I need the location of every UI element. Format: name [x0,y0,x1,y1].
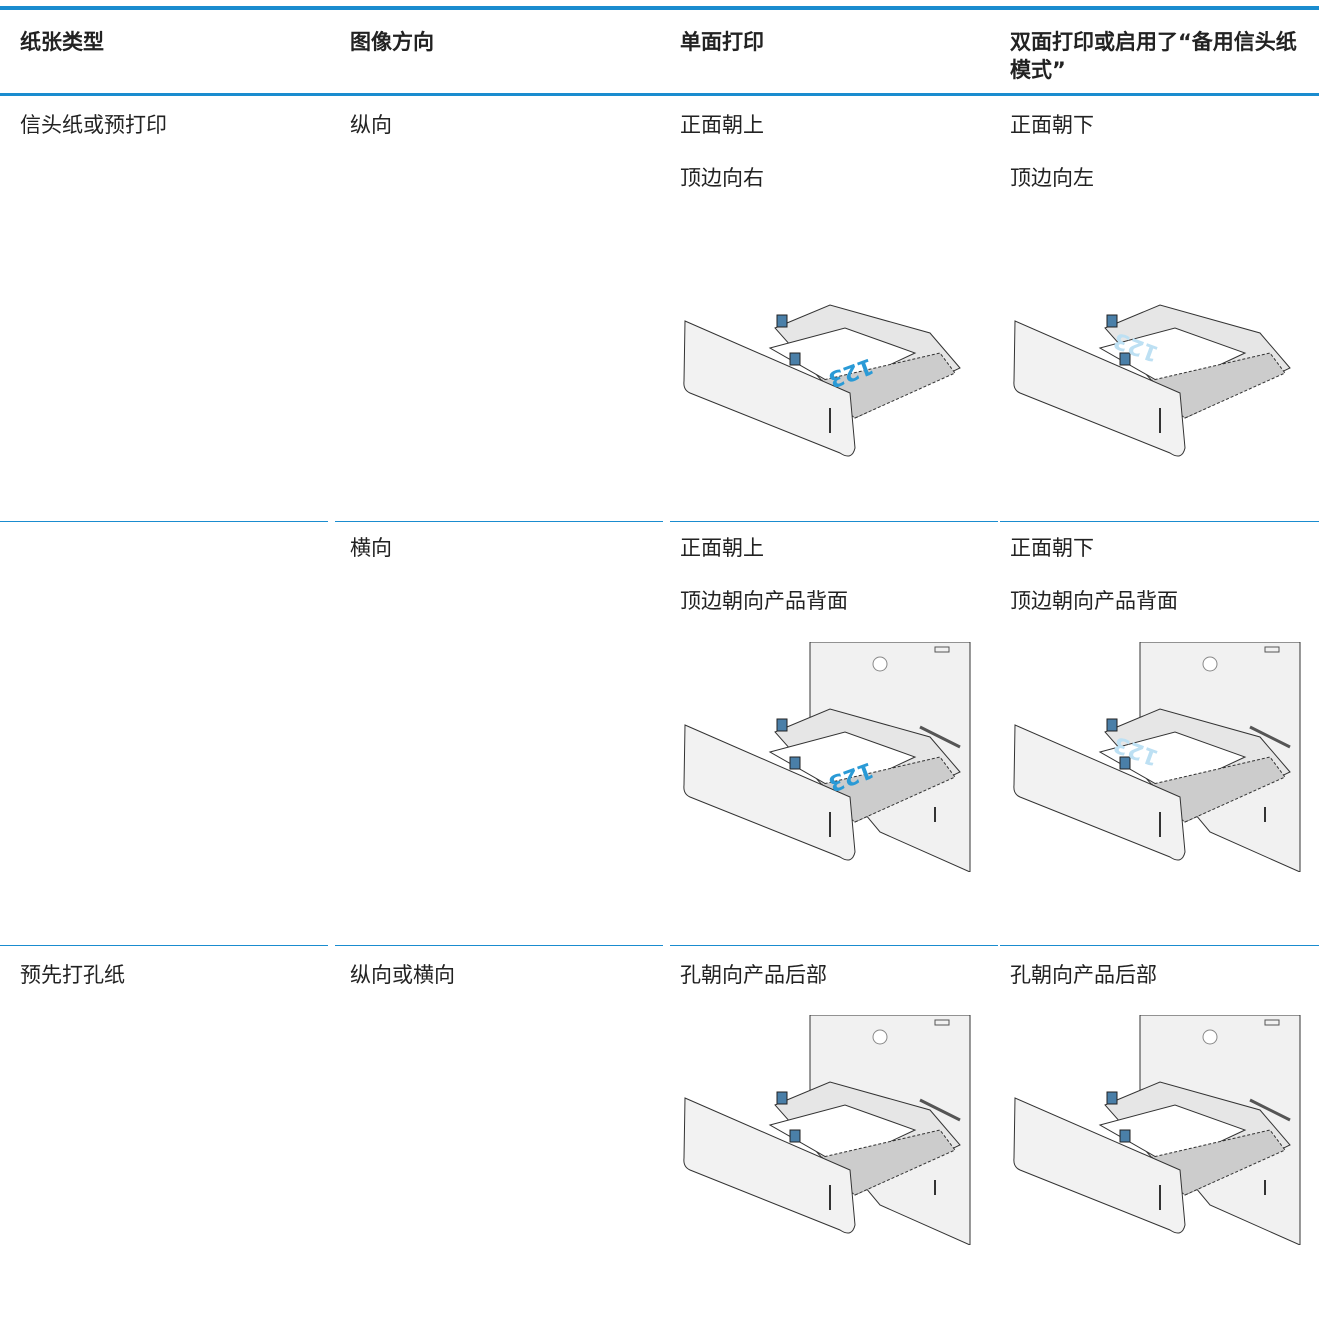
cell: 横向 [350,535,650,588]
cell-text: 预先打孔纸 [20,963,125,987]
top-rule [0,6,1319,10]
cell: 正面朝下顶边朝向产品背面 [1010,535,1310,641]
cell: 预先打孔纸 [20,962,320,1015]
cell: 孔朝向产品后部 [680,962,980,1015]
cell-text: 纵向 [350,113,392,137]
row-rule [670,945,998,946]
tray-illustration: 123 [1013,304,1291,457]
row-rule [1000,945,1319,946]
cell: 孔朝向产品后部 [1010,962,1310,1015]
cell-text: 纵向或横向 [350,963,455,987]
cell: 正面朝上 顶边向右 [680,112,980,218]
tray-illustration: 123 [683,642,971,872]
tray-illustration: 123 [683,304,961,457]
header-rule [0,93,1319,96]
cell-text: 信头纸或预打印 [20,113,167,137]
row-rule [670,521,998,522]
tray-illustration [683,1015,971,1245]
row-rule [1000,521,1319,522]
tray-illustration: 123 [1013,642,1301,872]
header-cell: 单面打印 [680,30,764,54]
cell: 正面朝下 顶边向左 [1010,112,1310,218]
cell-text: 顶边朝向产品背面 [680,589,848,613]
cell: 正面朝上顶边朝向产品背面 [680,535,980,641]
cell: 信头纸或预打印 [20,112,320,165]
cell-text: 顶边向左 [1010,166,1094,190]
cell-text: 横向 [350,536,392,560]
header-cell: 双面打印或启用了“备用信头纸模式” [1010,30,1297,82]
cell-text: 孔朝向产品后部 [680,963,827,987]
cell-text: 正面朝上 [680,113,764,137]
cell-text: 正面朝下 [1010,113,1094,137]
cell: 纵向 [350,112,650,165]
header-cell: 纸张类型 [20,30,104,54]
row-rule [0,521,328,522]
cell-text: 顶边向右 [680,166,764,190]
cell-text: 正面朝下 [1010,536,1094,560]
row-rule [0,945,328,946]
cell-text: 顶边朝向产品背面 [1010,589,1178,613]
tray-illustration [1013,1015,1301,1245]
cell: 纵向或横向 [350,962,650,1015]
row-rule [335,945,663,946]
row-rule [335,521,663,522]
cell-text: 正面朝上 [680,536,764,560]
cell-text: 孔朝向产品后部 [1010,963,1157,987]
header-cell: 图像方向 [350,30,434,54]
